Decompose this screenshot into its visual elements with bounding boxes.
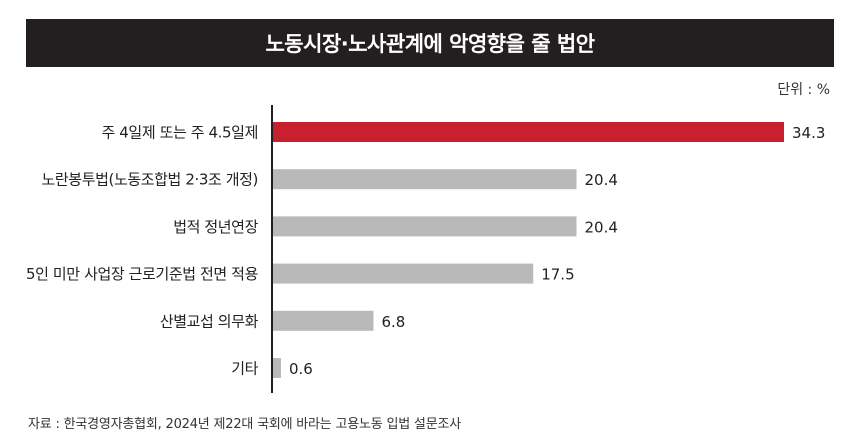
category-label: 산별교섭 의무화 [160,312,259,330]
value-label: 34.3 [792,124,825,142]
category-label: 5인 미만 사업장 근로기준법 전면 적용 [26,265,258,283]
value-label: 17.5 [541,266,574,284]
category-label: 기타 [231,360,258,378]
bar [272,358,281,378]
bar [272,310,374,331]
bar [272,216,577,237]
value-label: 6.8 [382,313,406,331]
unit-label: 단위 : % [777,82,830,98]
value-label: 20.4 [585,171,618,189]
bar [272,263,534,284]
category-label: 법적 정년연장 [173,218,258,236]
category-label: 노란봉투법(노동조합법 2·3조 개정) [42,171,259,189]
bar [272,169,577,190]
chart-title: 노동시장·노사관계에 악영향을 줄 법안 [26,19,834,67]
value-label: 0.6 [289,360,313,378]
bar [272,122,784,142]
value-label: 20.4 [585,218,618,236]
category-label: 주 4일제 또는 주 4.5일제 [102,124,258,142]
source-note: 자료 : 한국경영자총협회, 2024년 제22대 국회에 바라는 고용노동 입… [28,417,461,432]
